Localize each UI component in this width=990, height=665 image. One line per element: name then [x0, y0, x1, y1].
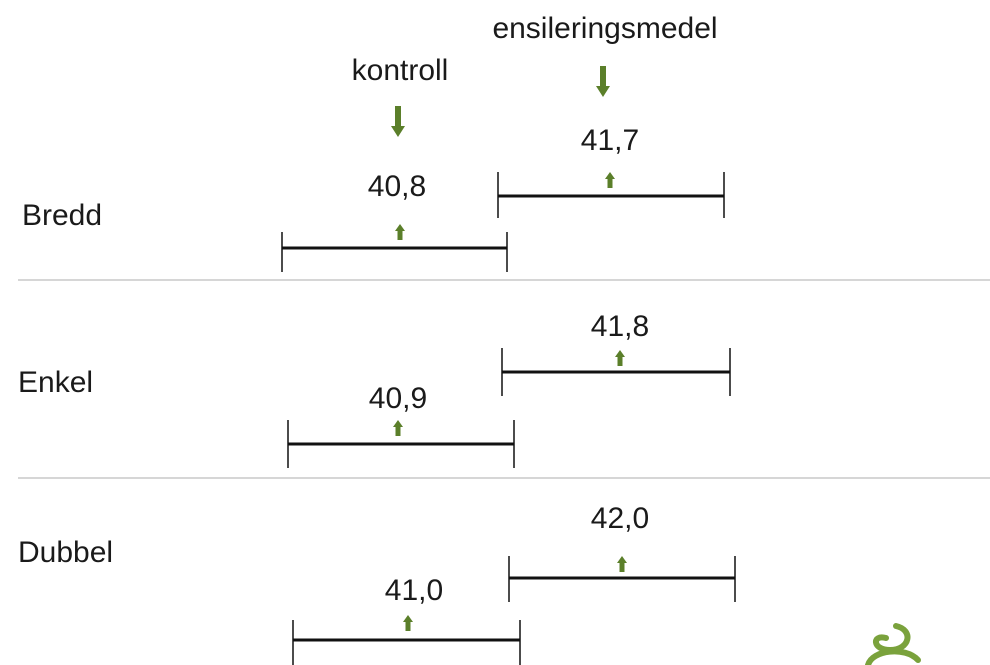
value-marker-icon — [403, 615, 413, 631]
legend-arrow-down-icon — [391, 106, 405, 137]
category-label-enkel: Enkel — [18, 366, 93, 399]
value-label-bredd-control: 40,8 — [368, 170, 426, 203]
interval-enkel-treatment — [501, 348, 731, 396]
legend-label-treatment: ensileringsmedel — [492, 12, 717, 45]
interval-enkel-control — [287, 420, 515, 468]
value-label-dubbel-treatment: 42,0 — [591, 502, 649, 535]
value-marker-icon — [395, 224, 405, 240]
value-marker-icon — [615, 350, 625, 366]
value-label-enkel-control: 40,9 — [369, 382, 427, 415]
interval-bredd-control — [281, 232, 508, 272]
interval-bredd-treatment — [497, 172, 725, 218]
value-marker-icon — [617, 556, 627, 572]
legend-label-control: kontroll — [352, 54, 449, 87]
value-label-dubbel-control: 41,0 — [385, 574, 443, 607]
interval-dubbel-control — [292, 620, 521, 665]
legend-arrow-down-icon — [596, 66, 610, 97]
category-label-dubbel: Dubbel — [18, 536, 113, 569]
interval-dubbel-treatment — [508, 556, 736, 602]
value-label-enkel-treatment: 41,8 — [591, 310, 649, 343]
value-marker-icon — [605, 172, 615, 188]
value-marker-icon — [393, 420, 403, 436]
logo-swirl-icon — [865, 623, 921, 665]
category-label-bredd: Bredd — [22, 199, 102, 232]
value-label-bredd-treatment: 41,7 — [581, 124, 639, 157]
